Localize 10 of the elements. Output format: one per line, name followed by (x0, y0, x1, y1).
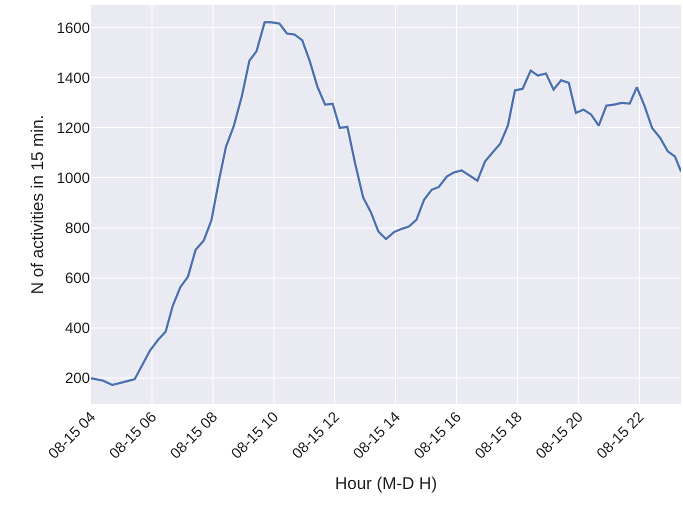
y-tick-label: 1600 (56, 20, 90, 37)
y-tick-label: 1400 (56, 70, 90, 87)
y-tick-label: 600 (64, 270, 90, 288)
y-tick-label: 800 (64, 220, 90, 238)
y-tick-label: 1000 (56, 170, 90, 187)
y-tick-label: 200 (64, 370, 90, 388)
y-tick-label: 1200 (56, 120, 90, 137)
y-tick-label: 400 (64, 320, 90, 338)
y-axis-title: N of activities in 15 min. (28, 114, 48, 294)
x-axis-title: Hour (M-D H) (335, 474, 437, 493)
